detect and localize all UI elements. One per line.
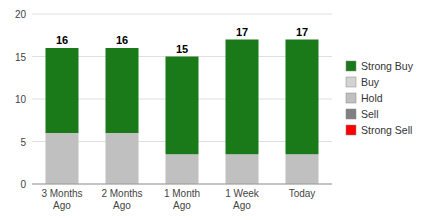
x-tick-label: 1 MonthAgo: [164, 188, 200, 211]
legend-label: Sell: [361, 108, 379, 120]
x-tick-label: 3 MonthsAgo: [41, 188, 82, 211]
bar-segment: [46, 133, 79, 184]
bar-segment: [286, 154, 319, 184]
x-axis-line: [32, 184, 332, 185]
legend-swatch: [346, 61, 356, 71]
legend-label: Buy: [361, 76, 380, 88]
y-tick-label: 10: [15, 94, 27, 105]
legend-swatch: [346, 109, 356, 119]
legend-swatch: [346, 93, 356, 103]
y-tick-label: 20: [15, 9, 27, 20]
legend-label: Strong Buy: [361, 60, 414, 72]
total-label: 17: [296, 26, 308, 38]
legend: Strong Buy Buy Hold Sell Strong Sell: [346, 60, 414, 136]
legend-swatch: [346, 77, 356, 87]
x-tick-label: 1 WeekAgo: [225, 188, 260, 211]
bar-segment: [46, 48, 79, 133]
bar-segment: [166, 154, 199, 184]
total-label: 16: [116, 34, 128, 46]
bar-segment: [226, 40, 259, 155]
legend-label: Hold: [361, 92, 383, 104]
bar-segment: [226, 154, 259, 184]
bars: [46, 40, 319, 185]
legend-swatch: [346, 125, 356, 135]
x-tick-label: 2 MonthsAgo: [101, 188, 142, 211]
grid: [32, 14, 332, 184]
chart: 0 5 10 15 20 16 16 15 17 17 3 MonthsAgo 2 MonthsAgo…: [0, 0, 440, 220]
total-label: 16: [56, 34, 68, 46]
y-tick-label: 15: [15, 52, 27, 63]
x-tick-label: Today: [289, 188, 316, 199]
total-label: 17: [236, 26, 248, 38]
grid-line: [32, 14, 332, 15]
total-label: 15: [176, 43, 188, 55]
legend-label: Strong Sell: [361, 124, 412, 136]
bar-segment: [166, 57, 199, 155]
bar-segment: [106, 133, 139, 184]
bar-segment: [286, 40, 319, 155]
y-tick-label: 0: [20, 179, 26, 190]
bar-segment: [106, 48, 139, 133]
grid-line: [32, 184, 332, 185]
y-tick-label: 5: [20, 137, 26, 148]
